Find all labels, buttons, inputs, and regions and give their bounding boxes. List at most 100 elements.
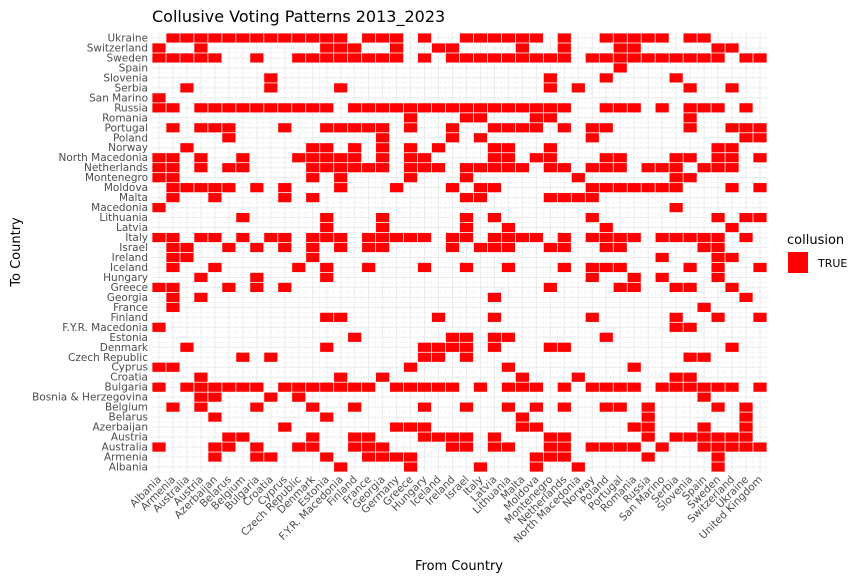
cell-malta-to-italy	[515, 232, 529, 243]
cell-moldova-to-italy	[529, 232, 543, 243]
cell-estonia-to-armenia	[320, 452, 334, 462]
cell-san-marino-to-sweden	[655, 53, 669, 63]
cell-israel-to-australia	[459, 442, 474, 452]
cell-hungary-to-austria	[417, 432, 432, 442]
cell-hungary-to-north-macedonia	[417, 153, 432, 163]
cell-hungary-to-russia	[417, 103, 432, 113]
cell-norway-to-portugal	[585, 123, 599, 133]
cell-lithuania-to-australia	[501, 442, 516, 452]
y-tick-romania: Romania	[102, 112, 148, 124]
cell-sweden-to-finland	[711, 312, 725, 322]
cell-armenia-to-malta	[166, 193, 180, 203]
cell-italy-to-russia	[473, 103, 488, 113]
cell-f-y-r-macedonia-to-north-macedonia	[334, 153, 348, 163]
cell-georgia-to-sweden	[376, 53, 390, 63]
cell-sweden-to-lithuania	[711, 212, 725, 223]
cell-lithuania-to-latvia	[501, 222, 516, 233]
cell-albania-to-sweden	[152, 53, 166, 63]
cell-romania-to-australia	[627, 442, 641, 452]
cell-f-y-r-macedonia-to-serbia	[334, 83, 348, 93]
y-tick-belarus: Belarus	[109, 412, 148, 424]
cell-israel-to-malta	[459, 193, 474, 203]
cell-croatia-to-bosnia-herzegovina	[264, 392, 278, 402]
cell-norway-to-bulgaria	[585, 382, 599, 392]
cell-lithuania-to-sweden	[501, 53, 516, 63]
cell-finland-to-netherlands	[348, 163, 362, 173]
cell-netherlands-to-switzerland	[557, 43, 571, 53]
cell-armenia-to-belgium	[166, 402, 180, 412]
cell-switzerland-to-portugal	[725, 123, 739, 133]
cell-denmark-to-bulgaria	[306, 382, 320, 392]
cell-montenegro-to-austria	[543, 432, 557, 442]
cell-norway-to-moldova	[585, 183, 599, 193]
cell-lithuania-to-russia	[501, 103, 516, 113]
cell-germany-to-switzerland	[390, 43, 404, 53]
cell-australia-to-denmark	[180, 342, 194, 352]
cell-slovenia-to-greece	[683, 282, 697, 293]
cell-denmark-to-israel	[306, 242, 320, 253]
y-tick-san-marino: San Marino	[89, 92, 148, 104]
cell-f-y-r-macedonia-to-moldova	[334, 183, 348, 193]
cell-belarus-to-australia	[222, 442, 236, 452]
cell-bulgaria-to-hungary	[250, 272, 264, 283]
cell-israel-to-czech-republic	[459, 352, 474, 362]
cell-croatia-to-slovenia	[264, 73, 278, 83]
y-tick-serbia: Serbia	[115, 82, 148, 94]
cell-france-to-russia	[362, 103, 376, 113]
cell-russia-to-sweden	[641, 53, 655, 63]
cell-austria-to-bosnia-herzegovina	[194, 392, 208, 402]
cell-portugal-to-spain	[613, 63, 627, 73]
cell-sweden-to-albania	[711, 462, 725, 472]
cell-austria-to-north-macedonia	[194, 153, 208, 163]
cell-netherlands-to-sweden	[557, 53, 571, 63]
cell-slovenia-to-czech-republic	[683, 352, 697, 362]
cell-georgia-to-lithuania	[376, 212, 390, 223]
cell-russia-to-austria	[641, 432, 655, 442]
cell-australia-to-israel	[180, 242, 194, 253]
y-tick-latvia: Latvia	[116, 222, 148, 234]
cell-united-kingdom-to-iceland	[753, 262, 767, 273]
cell-germany-to-bulgaria	[390, 382, 404, 392]
cell-armenia-to-georgia	[166, 292, 180, 302]
cell-albania-to-montenegro	[152, 173, 166, 183]
cell-malta-to-azerbaijan	[515, 422, 529, 432]
cell-netherlands-to-ukraine	[557, 33, 571, 43]
cell-serbia-to-greece	[669, 282, 683, 293]
cell-switzerland-to-latvia	[725, 222, 739, 233]
cell-bulgaria-to-belgium	[250, 402, 264, 412]
cell-ukraine-to-lithuania	[739, 212, 753, 223]
cell-slovenia-to-austria	[683, 432, 697, 442]
cell-norway-to-lithuania	[585, 212, 599, 223]
cell-latvia-to-north-macedonia	[487, 153, 502, 163]
cell-sweden-to-switzerland	[711, 43, 725, 53]
cell-russia-to-belgium	[641, 402, 655, 412]
cell-estonia-to-russia	[320, 103, 334, 113]
cell-f-y-r-macedonia-to-italy	[334, 232, 348, 243]
cell-portugal-to-bulgaria	[613, 382, 627, 392]
cell-hungary-to-czech-republic	[417, 352, 432, 362]
cell-bulgaria-to-russia	[250, 103, 264, 113]
cell-hungary-to-ukraine	[417, 33, 432, 43]
cell-united-kingdom-to-poland	[753, 133, 767, 143]
y-tick-azerbaijan: Azerbaijan	[93, 422, 149, 434]
cell-sweden-to-armenia	[711, 452, 725, 462]
cell-switzerland-to-greece	[725, 282, 739, 293]
y-axis-title: To Country	[9, 217, 24, 288]
cell-germany-to-italy	[390, 232, 404, 243]
cell-netherlands-to-austria	[557, 432, 571, 442]
cell-armenia-to-ukraine	[166, 33, 180, 43]
cell-croatia-to-italy	[264, 232, 278, 243]
cell-portugal-to-netherlands	[613, 163, 627, 173]
legend-label-true: TRUE	[817, 257, 847, 270]
cell-united-kingdom-to-moldova	[753, 183, 767, 193]
cell-slovenia-to-iceland	[683, 262, 697, 273]
cell-sweden-to-australia	[711, 442, 725, 452]
cell-estonia-to-belarus	[320, 412, 334, 422]
cell-latvia-to-netherlands	[487, 163, 502, 173]
cell-czech-republic-to-iceland	[292, 262, 306, 273]
cell-estonia-to-bulgaria	[320, 382, 334, 392]
y-tick-poland: Poland	[113, 132, 148, 144]
cell-cyprus-to-russia	[278, 103, 292, 113]
cell-slovenia-to-ukraine	[683, 33, 697, 43]
